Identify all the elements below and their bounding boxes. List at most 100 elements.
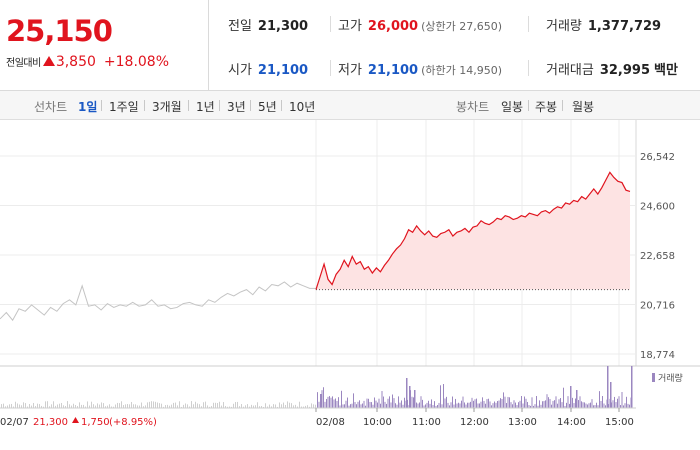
y-tick-label: 24,600	[640, 202, 675, 213]
volume-bar	[372, 404, 374, 408]
volume-bar	[5, 406, 6, 408]
volume-bar	[315, 404, 316, 408]
volume-bar	[101, 402, 102, 408]
volume-bar	[525, 398, 527, 408]
divider	[144, 100, 145, 111]
volume-bar	[175, 402, 176, 408]
volume-bar	[143, 406, 144, 408]
volume-bar	[251, 404, 252, 408]
volume-bar	[231, 406, 232, 408]
x-axis-ticks: 02/08 10:00 11:00 12:00 13:00 14:00 15:00	[315, 408, 634, 428]
volume-bar	[503, 392, 504, 408]
volume-bar	[402, 404, 404, 408]
volume-bar	[620, 405, 621, 408]
volume-bar	[247, 404, 248, 408]
volume-bar	[303, 406, 304, 408]
tab-1year[interactable]: 1년	[196, 100, 215, 114]
volume-bar	[27, 406, 28, 408]
tab-weekly-candle[interactable]: 주봉	[535, 100, 558, 114]
volume-bar	[69, 404, 70, 408]
volume-bar	[582, 402, 584, 408]
volume-bar	[456, 403, 458, 408]
tab-3year[interactable]: 3년	[227, 100, 246, 114]
volume-bar	[390, 402, 392, 408]
divider	[330, 60, 331, 76]
volume-bar	[486, 399, 488, 408]
prev-close: 전일 21,300	[228, 15, 308, 34]
volume-bar	[506, 402, 507, 408]
volume-bar	[211, 406, 212, 408]
volume-bar	[53, 401, 54, 408]
tab-10year[interactable]: 10년	[289, 100, 316, 114]
volume-bar	[225, 405, 226, 408]
tab-monthly-candle[interactable]: 월봉	[572, 100, 595, 114]
volume-legend-label: 거래량	[658, 372, 683, 384]
volume-bar	[323, 387, 324, 408]
volume-bar	[570, 386, 572, 408]
volume-bar	[507, 396, 509, 408]
volume-bar	[584, 402, 585, 408]
prev-day-up-triangle-icon	[72, 417, 79, 423]
divider	[101, 100, 102, 111]
volume-bar	[173, 402, 174, 408]
volume-bar	[15, 401, 16, 408]
volume-bar	[536, 396, 537, 408]
volume-bar	[221, 405, 222, 408]
volume-bar	[416, 402, 417, 408]
volume-bar	[317, 392, 318, 408]
volume-bar	[605, 405, 606, 408]
volume-bar	[551, 404, 552, 408]
tab-3month[interactable]: 3개월	[152, 100, 182, 114]
divider	[219, 100, 220, 111]
amount-unit: 백만	[654, 63, 678, 78]
volume-bar	[603, 403, 605, 408]
tab-daily-candle[interactable]: 일봉	[501, 100, 524, 114]
volume-bar	[347, 397, 348, 408]
volume-bar	[137, 405, 138, 408]
volume-bar	[393, 398, 395, 408]
volume-bar	[600, 400, 602, 408]
volume-bar	[123, 405, 124, 408]
volume-bar	[471, 397, 473, 408]
volume-bar	[599, 391, 600, 408]
change-row: 전일대비 3,850 +18.08%	[6, 54, 169, 70]
current-price: 25,150	[6, 14, 113, 48]
tab-1week[interactable]: 1주일	[109, 100, 139, 114]
volume-bar	[183, 404, 184, 408]
volume-bar	[185, 403, 186, 408]
price-chart[interactable]: 26,542 24,600 22,658 20,716 18,774 거래량 02/08…	[0, 120, 700, 450]
volume-bar	[301, 406, 302, 408]
volume-bar	[515, 402, 516, 408]
volume-bar	[428, 400, 429, 408]
volume-bars	[1, 366, 633, 408]
low-value: 21,100	[367, 63, 419, 78]
volume-bar	[181, 406, 182, 408]
volume: 거래량 1,377,729	[546, 15, 661, 34]
volume-value: 1,377,729	[587, 19, 662, 34]
volume-bar	[351, 403, 353, 408]
volume-bar	[452, 396, 453, 408]
volume-bar	[87, 401, 88, 408]
volume-bar	[357, 401, 359, 408]
volume-bar	[241, 404, 242, 408]
volume-bar	[330, 397, 332, 408]
tab-1day[interactable]: 1일	[78, 100, 98, 114]
volume-bar	[119, 403, 120, 408]
volume-bar	[399, 402, 401, 408]
volume-bar	[378, 398, 380, 408]
volume-bar	[35, 406, 36, 408]
today-series	[315, 171, 631, 291]
volume-bar	[353, 393, 354, 408]
volume-bar	[423, 405, 425, 408]
volume-bar	[326, 398, 327, 408]
volume-bar	[542, 401, 543, 408]
volume-bar	[271, 406, 272, 408]
volume-bar	[627, 403, 629, 408]
volume-bar	[387, 398, 389, 408]
volume-bar	[374, 397, 375, 408]
tab-5year[interactable]: 5년	[258, 100, 277, 114]
volume-bar	[287, 401, 288, 408]
x-tick-label: 11:00	[412, 417, 441, 428]
volume-bar	[534, 404, 536, 408]
volume-bar	[527, 402, 528, 408]
